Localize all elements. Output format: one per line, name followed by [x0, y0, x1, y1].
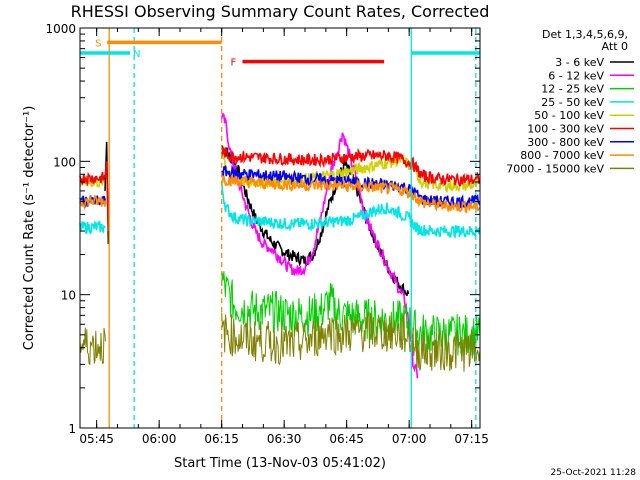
x-tick-label: 06:00	[142, 432, 177, 446]
x-axis-label: Start Time (13-Nov-03 05:41:02)	[174, 456, 386, 471]
y-axis-label: Corrected Count Rate (s⁻¹ detector⁻¹)	[22, 106, 37, 351]
legend-label: 6 - 12 keV	[548, 69, 604, 82]
vertical-markers	[108, 28, 477, 428]
series-line-100-300kev	[79, 147, 480, 187]
legend-label: 3 - 6 keV	[555, 56, 604, 69]
legend-label: 12 - 25 keV	[541, 83, 604, 96]
series-line-7000-15000kev	[79, 311, 481, 372]
y-tick-label: 1000	[45, 22, 76, 36]
annotation-label-3: F	[231, 58, 237, 69]
pre-spike-1	[104, 161, 110, 232]
x-tick-label: 06:30	[267, 432, 302, 446]
x-tick-label: 06:45	[329, 432, 364, 446]
x-tick-label: 07:00	[392, 432, 427, 446]
legend-label: 7000 - 15000 keV	[506, 162, 604, 175]
series-layer	[79, 112, 481, 379]
legend-label: 50 - 100 keV	[534, 109, 604, 122]
annotation-label-1: N	[133, 49, 140, 60]
y-tick-label: 10	[61, 289, 76, 303]
annotation-bars: S N F	[80, 38, 480, 69]
legend-header: Att 0	[602, 40, 628, 53]
series-line-800-7000kev	[79, 173, 481, 214]
series-line-12-25kev	[221, 271, 481, 357]
legend-label: 300 - 800 keV	[527, 136, 604, 149]
plot-frame	[79, 27, 481, 429]
x-tick-label: 07:15	[454, 432, 489, 446]
y-tick-label: 100	[53, 155, 76, 169]
series-line-25-50kev	[79, 181, 481, 239]
axes: 05:45 06:00 06:15 06:30 06:45 07:00 07:15 1 10 10…	[45, 22, 489, 446]
chart-title: RHESSI Observing Summary Count Rates, Co…	[71, 2, 490, 21]
legend-label: 25 - 50 keV	[541, 96, 604, 109]
footer-date: 25-Oct-2021 11:28	[551, 468, 637, 478]
annotation-label-0: S	[95, 38, 101, 49]
legend-label: 800 - 7000 keV	[520, 149, 604, 162]
x-tick-label: 06:15	[204, 432, 239, 446]
y-tick-label: 1	[68, 422, 76, 436]
legend-header: Det 1,3,4,5,6,9,	[542, 28, 628, 41]
legend-label: 100 - 300 keV	[527, 123, 604, 136]
x-tick-label: 05:45	[79, 432, 114, 446]
